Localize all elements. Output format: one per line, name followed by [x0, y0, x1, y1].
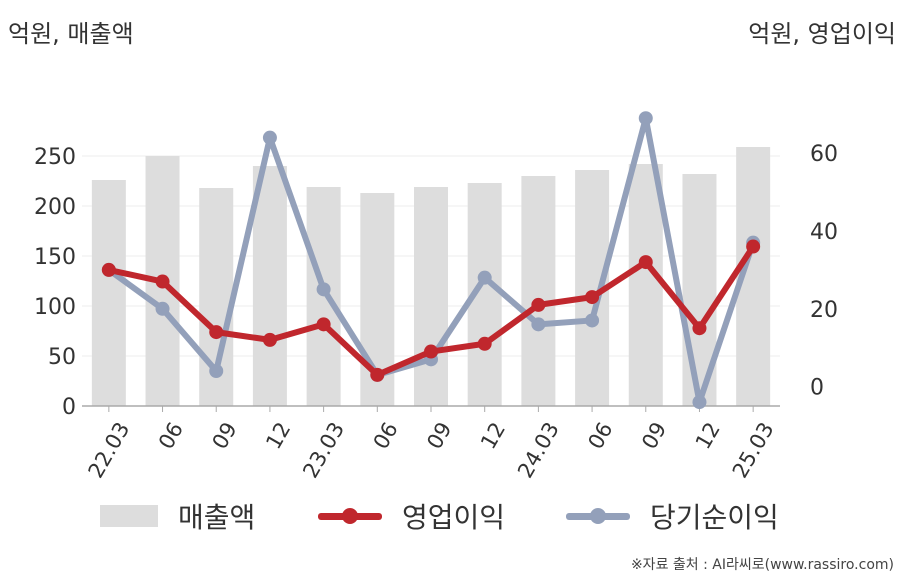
left-tick-label-0: 0 — [62, 395, 76, 420]
right-axis-unit: 억원, 영업이익 — [748, 20, 896, 48]
legend-item-net-income: 당기순이익 — [566, 494, 779, 538]
revenue-bar-0 — [91, 180, 126, 406]
legend-swatch-revenue — [100, 505, 158, 527]
x-tick-label-12: 25.03 — [728, 418, 779, 482]
left-tick-label-2: 100 — [34, 295, 76, 320]
legend-label-operating-profit: 영업이익 — [402, 501, 506, 534]
revenue-bars — [91, 147, 771, 406]
right-tick-label-1: 20 — [810, 298, 838, 323]
legend-item-operating-profit: 영업이익 — [318, 494, 505, 538]
right-tick-label-2: 40 — [810, 220, 838, 245]
legend: 매출액 영업이익 당기순이익 — [0, 494, 908, 538]
left-tick-label-3: 150 — [34, 245, 76, 270]
operating-profit-point-4 — [316, 317, 331, 332]
left-tick-labels: 0 50 100 150 200 250 — [34, 145, 76, 420]
source-note: ※자료 출처 : AI라씨로(www.rassiro.com) — [630, 557, 894, 573]
operating-profit-point-7 — [477, 336, 492, 351]
operating-profit-point-1 — [155, 274, 170, 289]
x-tick-label-6: 09 — [422, 418, 456, 453]
operating-profit-point-12 — [746, 239, 761, 254]
revenue-bar-10 — [628, 164, 663, 406]
legend-label-revenue: 매출액 — [178, 501, 256, 534]
operating-profit-line — [101, 239, 761, 382]
x-tick-label-1: 06 — [154, 418, 188, 453]
x-tick-labels: 22.03 06 09 12 23.03 06 09 12 24.03 06 09 12 25.03 — [83, 418, 778, 482]
x-tick-label-3: 12 — [261, 418, 295, 453]
right-tick-label-0: 0 — [810, 376, 824, 401]
net-income-point-11 — [692, 395, 707, 410]
operating-profit-point-6 — [424, 344, 438, 359]
net-income-point-7 — [477, 270, 492, 285]
x-tick-label-5: 06 — [369, 418, 403, 453]
revenue-bar-8 — [521, 176, 556, 406]
left-tick-label-1: 50 — [48, 345, 76, 370]
revenue-bar-4 — [306, 187, 341, 406]
left-axis-unit: 억원, 매출액 — [8, 20, 134, 48]
legend-item-revenue: 매출액 — [100, 494, 255, 538]
x-tick-label-11: 12 — [691, 418, 725, 453]
net-income-point-2 — [209, 364, 224, 378]
revenue-bar-3 — [252, 166, 287, 406]
operating-profit-point-8 — [531, 297, 546, 312]
legend-swatch-operating-profit — [318, 505, 382, 527]
x-tick-label-4: 23.03 — [298, 418, 349, 482]
x-tick-label-9: 06 — [583, 418, 617, 453]
net-income-point-10 — [638, 111, 653, 126]
x-tick-label-0: 22.03 — [83, 418, 134, 482]
legend-label-net-income: 당기순이익 — [650, 501, 779, 534]
x-tick-label-2: 09 — [208, 418, 242, 453]
left-tick-label-4: 200 — [34, 195, 76, 220]
x-tick-label-10: 09 — [637, 418, 671, 453]
operating-profit-point-10 — [638, 255, 653, 270]
net-income-point-8 — [531, 317, 546, 332]
revenue-bar-6 — [414, 187, 448, 406]
net-income-point-9 — [585, 313, 600, 328]
left-tick-label-5: 250 — [34, 145, 76, 170]
x-tick-label-7: 12 — [476, 418, 510, 453]
right-tick-label-3: 60 — [810, 142, 838, 167]
right-tick-labels: 0 20 40 60 — [810, 142, 838, 400]
net-income-point-3 — [262, 130, 277, 145]
axes — [82, 405, 780, 412]
operating-profit-point-5 — [370, 367, 385, 382]
operating-profit-point-9 — [585, 290, 600, 305]
x-tick-label-8: 24.03 — [513, 418, 564, 482]
operating-profit-point-11 — [692, 321, 707, 336]
legend-swatch-net-income — [566, 505, 630, 527]
net-income-point-4 — [316, 282, 331, 297]
operating-profit-point-2 — [209, 325, 224, 340]
net-income-point-1 — [155, 301, 170, 316]
operating-profit-point-3 — [262, 332, 277, 347]
operating-profit-point-0 — [101, 262, 116, 277]
